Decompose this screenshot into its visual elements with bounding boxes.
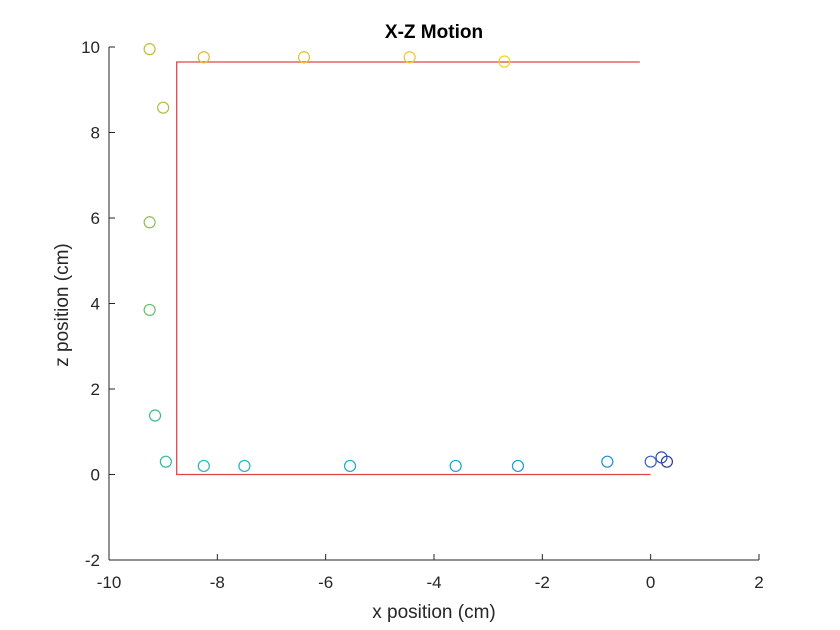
data-point [148, 409, 162, 422]
x-axis-ticks: -10 -8 -6 -4 -2 0 2 [97, 554, 764, 592]
x-tick-label: -8 [210, 573, 225, 592]
x-tick-label: -2 [535, 573, 550, 592]
chart-title: X-Z Motion [385, 22, 483, 43]
data-point [197, 51, 210, 64]
data-point [143, 216, 156, 229]
data-point [143, 303, 156, 317]
y-axis-ticks: -2 0 2 4 6 8 10 [81, 38, 115, 570]
x-tick-label: 0 [646, 573, 655, 592]
x-tick-label: -4 [426, 573, 441, 592]
series-layer [143, 43, 674, 476]
x-tick-label: -10 [97, 573, 122, 592]
plot-area: -10 -8 -6 -4 -2 0 2 -2 0 2 4 6 8 10 [81, 38, 764, 592]
path-line [176, 61, 651, 476]
y-tick-label: 10 [81, 38, 100, 57]
data-point [143, 43, 156, 56]
y-axis-label: z position (cm) [52, 243, 73, 367]
x-axis-label: x position (cm) [372, 602, 496, 623]
y-tick-label: 2 [91, 380, 100, 399]
data-point [343, 459, 357, 473]
x-tick-label: 2 [754, 573, 763, 592]
x-tick-label: -6 [318, 573, 333, 592]
y-tick-label: 8 [91, 124, 100, 143]
data-point [238, 459, 251, 473]
y-tick-label: 6 [91, 209, 100, 228]
data-point [157, 101, 170, 114]
data-point [403, 51, 416, 64]
data-point [297, 51, 311, 64]
data-point [644, 455, 657, 468]
data-point [655, 451, 668, 464]
data-point [449, 459, 462, 473]
data-point [197, 459, 210, 473]
data-point [601, 455, 614, 468]
data-point [511, 459, 525, 473]
data-point [498, 55, 511, 68]
y-tick-label: 0 [91, 466, 100, 485]
y-tick-label: 4 [91, 295, 100, 314]
y-tick-label: -2 [85, 551, 100, 570]
data-point [159, 455, 172, 468]
